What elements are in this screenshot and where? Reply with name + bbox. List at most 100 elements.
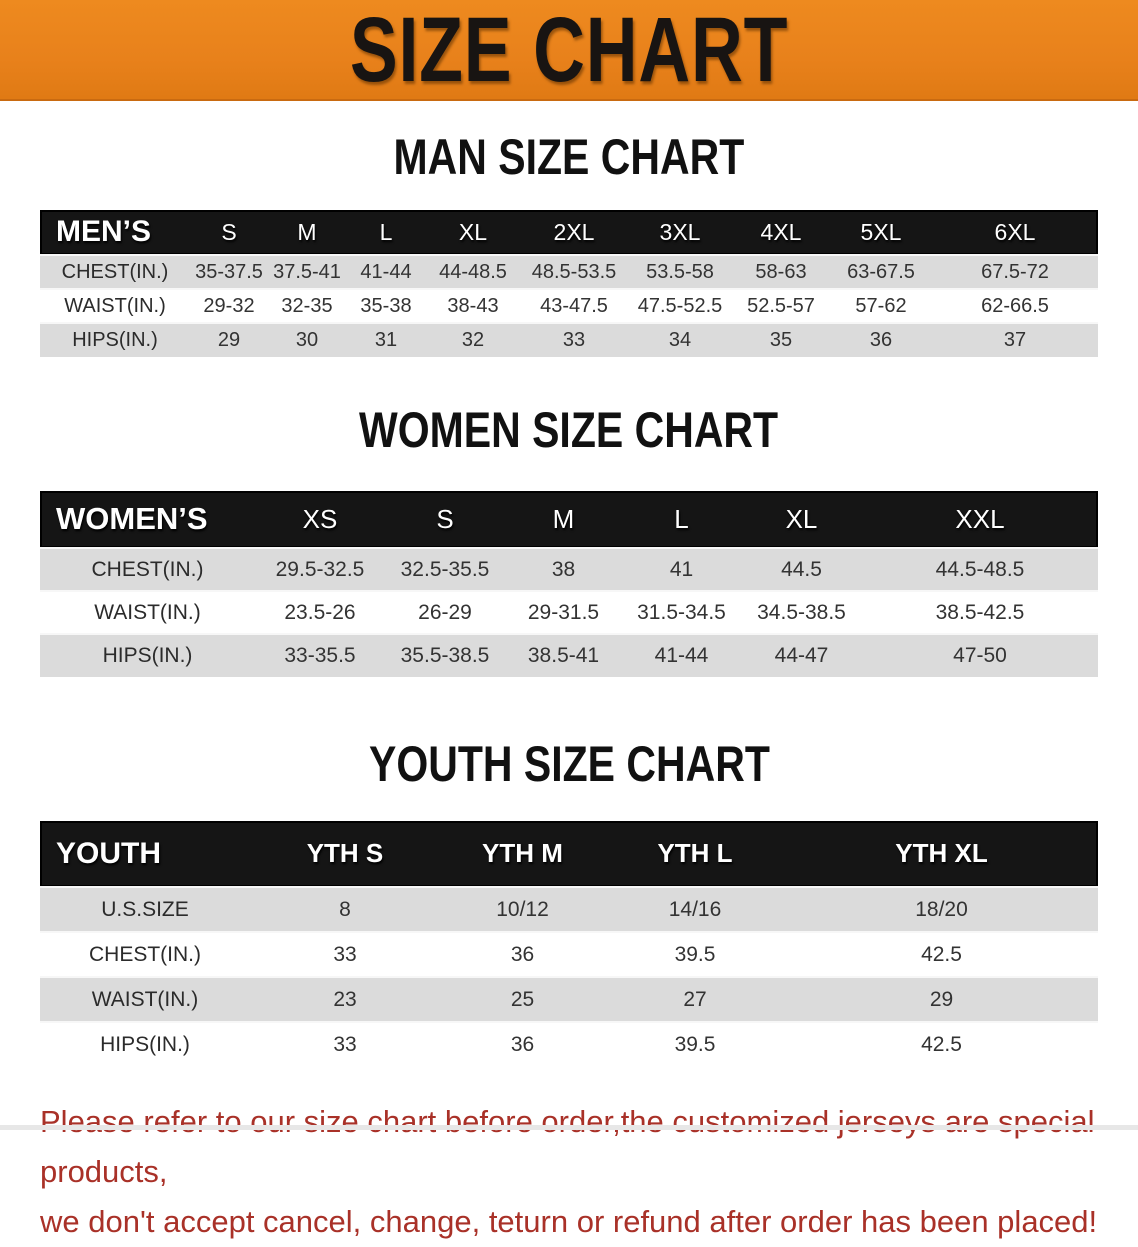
youth-size-col-l: YTH L: [657, 838, 733, 868]
men-chest-row: CHEST(IN.) 35-37.5 37.5-41 41-44 44-48.5…: [40, 254, 1098, 289]
disclaimer-line-1: Please refer to our size chart before or…: [40, 1104, 1095, 1189]
women-chest-row: CHEST(IN.) 29.5-32.5 32.5-35.5 38 41 44.…: [40, 547, 1098, 591]
men-size-col-xl: XL: [458, 218, 488, 245]
table-cell: 8: [250, 886, 440, 932]
youth-hips-row: HIPS(IN.) 33 36 39.5 42.5: [40, 1021, 1098, 1067]
women-size-col-m: M: [552, 503, 575, 534]
table-cell: 29-32: [190, 288, 268, 323]
youth-section-heading: YOUTH SIZE CHART: [0, 735, 1138, 793]
table-cell: 44-48.5: [426, 254, 520, 289]
table-cell: 38.5-42.5: [862, 590, 1098, 634]
youth-ussize-label: U.S.SIZE: [40, 886, 250, 932]
size-chart-banner: SIZE CHART: [0, 0, 1138, 101]
men-waist-row: WAIST(IN.) 29-32 32-35 35-38 38-43 43-47…: [40, 288, 1098, 323]
table-cell: 33: [250, 1021, 440, 1067]
youth-chest-row: CHEST(IN.) 33 36 39.5 42.5: [40, 931, 1098, 977]
women-size-col-xs: XS: [302, 503, 338, 534]
table-cell: 31.5-34.5: [622, 590, 741, 634]
men-size-col-3xl: 3XL: [659, 218, 701, 245]
men-size-col-4xl: 4XL: [760, 218, 802, 245]
men-waist-label: WAIST(IN.): [40, 288, 190, 323]
table-cell: 34: [628, 322, 732, 357]
men-table-title: MEN’S: [56, 215, 152, 248]
women-table-title: WOMEN’S: [56, 501, 208, 536]
man-section-heading: MAN SIZE CHART: [0, 128, 1138, 186]
table-cell: 57-62: [830, 288, 932, 323]
men-chest-label: CHEST(IN.): [40, 254, 190, 289]
table-cell: 47-50: [862, 633, 1098, 677]
men-size-col-6xl: 6XL: [994, 218, 1036, 245]
women-waist-row: WAIST(IN.) 23.5-26 26-29 29-31.5 31.5-34…: [40, 590, 1098, 634]
table-cell: 23: [250, 976, 440, 1022]
table-cell: 37.5-41: [268, 254, 346, 289]
table-cell: 47.5-52.5: [628, 288, 732, 323]
men-size-col-s: S: [221, 218, 237, 245]
table-cell: 35-38: [346, 288, 426, 323]
youth-hips-label: HIPS(IN.): [40, 1021, 250, 1067]
table-cell: 36: [440, 931, 605, 977]
table-cell: 58-63: [732, 254, 830, 289]
table-cell: 42.5: [785, 1021, 1098, 1067]
women-size-col-xxl: XXL: [955, 503, 1005, 534]
table-cell: 38: [505, 547, 622, 591]
youth-ussize-row: U.S.SIZE 8 10/12 14/16 18/20: [40, 886, 1098, 932]
men-size-col-l: L: [379, 218, 393, 245]
table-cell: 25: [440, 976, 605, 1022]
table-cell: 23.5-26: [255, 590, 385, 634]
bottom-divider: [0, 1125, 1138, 1130]
youth-size-col-m: YTH M: [482, 838, 563, 868]
table-cell: 63-67.5: [830, 254, 932, 289]
table-cell: 31: [346, 322, 426, 357]
men-size-col-m: M: [297, 218, 317, 245]
man-section-heading-text: MAN SIZE CHART: [393, 129, 745, 185]
women-size-table: WOMEN’S XS S M L XL XXL CHEST(IN.) 29.5-…: [40, 491, 1098, 677]
table-cell: 38.5-41: [505, 633, 622, 677]
women-hips-row: HIPS(IN.) 33-35.5 35.5-38.5 38.5-41 41-4…: [40, 633, 1098, 677]
table-cell: 44-47: [741, 633, 862, 677]
table-cell: 53.5-58: [628, 254, 732, 289]
men-size-col-2xl: 2XL: [553, 218, 595, 245]
disclaimer-text: Please refer to our size chart before or…: [40, 1097, 1138, 1247]
table-cell: 33: [520, 322, 628, 357]
table-cell: 41-44: [346, 254, 426, 289]
women-chest-label: CHEST(IN.): [40, 547, 255, 591]
women-size-col-xl: XL: [785, 503, 818, 534]
table-cell: 35.5-38.5: [385, 633, 505, 677]
youth-table-title: YOUTH: [56, 836, 161, 870]
table-cell: 48.5-53.5: [520, 254, 628, 289]
table-cell: 38-43: [426, 288, 520, 323]
women-size-col-l: L: [674, 503, 689, 534]
table-cell: 41: [622, 547, 741, 591]
women-hips-label: HIPS(IN.): [40, 633, 255, 677]
men-hips-label: HIPS(IN.): [40, 322, 190, 357]
men-size-col-5xl: 5XL: [860, 218, 902, 245]
table-cell: 52.5-57: [732, 288, 830, 323]
table-cell: 39.5: [605, 931, 785, 977]
table-cell: 14/16: [605, 886, 785, 932]
table-cell: 32: [426, 322, 520, 357]
table-cell: 33: [250, 931, 440, 977]
youth-section-heading-text: YOUTH SIZE CHART: [368, 736, 770, 792]
table-cell: 42.5: [785, 931, 1098, 977]
table-cell: 37: [932, 322, 1098, 357]
table-cell: 32-35: [268, 288, 346, 323]
men-header-row: MEN’S S M L XL 2XL 3XL 4XL 5XL 6XL: [40, 210, 1098, 255]
youth-size-table: YOUTH YTH S YTH M YTH L YTH XL U.S.SIZE …: [40, 821, 1098, 1067]
banner-title: SIZE CHART: [349, 0, 789, 101]
table-cell: 35: [732, 322, 830, 357]
table-cell: 30: [268, 322, 346, 357]
men-hips-row: HIPS(IN.) 29 30 31 32 33 34 35 36 37: [40, 322, 1098, 357]
table-cell: 29: [190, 322, 268, 357]
youth-waist-row: WAIST(IN.) 23 25 27 29: [40, 976, 1098, 1022]
women-section-heading: WOMEN SIZE CHART: [0, 401, 1138, 459]
table-cell: 36: [440, 1021, 605, 1067]
table-cell: 39.5: [605, 1021, 785, 1067]
table-cell: 29.5-32.5: [255, 547, 385, 591]
table-cell: 62-66.5: [932, 288, 1098, 323]
table-cell: 36: [830, 322, 932, 357]
youth-waist-label: WAIST(IN.): [40, 976, 250, 1022]
table-cell: 32.5-35.5: [385, 547, 505, 591]
table-cell: 67.5-72: [932, 254, 1098, 289]
table-cell: 29-31.5: [505, 590, 622, 634]
disclaimer-line-2: we don't accept cancel, change, teturn o…: [40, 1204, 1098, 1239]
